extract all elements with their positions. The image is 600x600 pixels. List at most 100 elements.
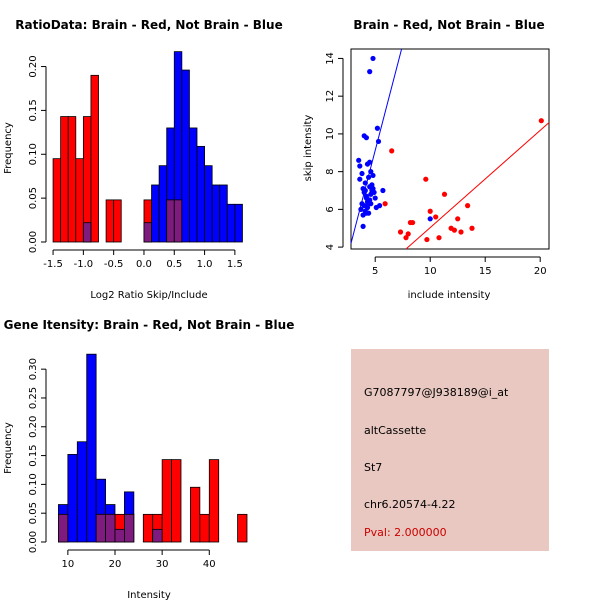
- intensity-x-tick-label: 10: [61, 559, 74, 570]
- ratio-bar-not-brain: [151, 184, 160, 243]
- scatter-point-brain: [410, 219, 416, 226]
- ratio-bar-overlap: [82, 222, 92, 243]
- ratio-bar-overlap: [173, 199, 183, 243]
- scatter-point-not-brain: [367, 69, 373, 75]
- scatter-point-brain: [397, 229, 404, 235]
- ratio-histogram-xlabel: Log2 Ratio Skip/Include: [90, 290, 207, 301]
- ratio-bar-brain: [52, 158, 62, 243]
- scatter-point-not-brain: [363, 210, 369, 216]
- intensity-bar-overlap: [124, 513, 135, 543]
- scatter-x-tick-label: 5: [372, 266, 378, 277]
- scatter-point-not-brain: [377, 203, 383, 209]
- scatter-point-brain: [433, 214, 439, 220]
- scatter-point-brain: [451, 227, 457, 233]
- intensity-bar-overlap: [58, 513, 69, 543]
- ratio-bar-brain: [113, 199, 122, 243]
- scatter-point-brain: [405, 231, 411, 237]
- genomic-location: chr6.20574-4.22: [364, 498, 456, 511]
- scatter-point-not-brain: [366, 174, 372, 180]
- scatter-x-tick-label: 20: [534, 266, 547, 277]
- intensity-bar-overlap: [95, 513, 106, 543]
- scatter-y-tick-label: 12: [325, 90, 336, 103]
- scatter-point-not-brain: [362, 180, 368, 186]
- scatter-panel: Brain - Red, Not Brain - Blue include in…: [303, 18, 550, 301]
- scatter-point-not-brain: [364, 161, 371, 167]
- intensity-bar-brain: [142, 513, 154, 543]
- scatter-point-not-brain: [427, 216, 433, 222]
- ratio-bar-brain: [67, 116, 77, 243]
- ratio-x-tick-label: 1.0: [197, 259, 213, 270]
- scatter-x-tick-label: 10: [424, 266, 437, 277]
- ratio-y-tick-label: 0.20: [28, 55, 39, 77]
- ratio-bar-not-brain: [196, 145, 205, 243]
- scatter-point-brain: [538, 118, 544, 124]
- ratio-bar-brain: [90, 74, 99, 243]
- scatter-y-tick-label: 6: [325, 206, 336, 212]
- p-value: Pval: 2.000000: [364, 526, 447, 539]
- scatter-xlabel: include intensity: [408, 290, 491, 301]
- scatter-title: Brain - Red, Not Brain - Blue: [353, 18, 544, 32]
- ratio-y-tick-label: 0.15: [28, 99, 39, 121]
- scatter-point-not-brain: [363, 193, 369, 199]
- scatter-point-not-brain: [357, 176, 363, 182]
- intensity-bar-overlap: [105, 513, 116, 543]
- ratio-bar-brain: [75, 158, 84, 243]
- ratio-bar-not-brain: [189, 127, 198, 243]
- ratio-bar-overlap: [166, 199, 175, 243]
- scatter-fit-line-not-brain: [350, 48, 403, 244]
- intensity-y-tick-label: 0.10: [28, 473, 39, 495]
- ratio-x-tick-label: 0.5: [166, 259, 182, 270]
- scatter-y-tick-label: 8: [325, 168, 336, 174]
- scatter-point-brain: [469, 225, 475, 231]
- ratio-bar-overlap: [143, 222, 152, 243]
- scatter-point-brain: [423, 176, 429, 182]
- ratio-bar-not-brain: [219, 184, 228, 243]
- intensity-y-tick-label: 0.15: [28, 444, 39, 466]
- ratio-x-tick-label: 1.5: [227, 259, 243, 270]
- ratio-x-tick-label: 0.0: [136, 259, 152, 270]
- scatter-point-not-brain: [363, 135, 369, 141]
- scatter-point-brain: [403, 235, 409, 241]
- intensity-bar-not-brain: [105, 504, 116, 515]
- scatter-point-not-brain: [367, 197, 373, 203]
- scatter-point-brain: [427, 208, 433, 214]
- intensity-bar-brain: [190, 486, 201, 543]
- scatter-point-not-brain: [368, 169, 374, 175]
- intensity-histogram-ylabel: Frequency: [3, 422, 14, 474]
- scatter-point-not-brain: [361, 203, 367, 209]
- scatter-point-not-brain: [370, 55, 376, 62]
- scatter-x-tick-label: 15: [479, 266, 492, 277]
- intensity-x-tick-label: 40: [203, 559, 216, 570]
- intensity-bar-not-brain: [86, 353, 97, 543]
- scatter-point-not-brain: [360, 223, 366, 229]
- scatter-plot-box: [350, 48, 550, 250]
- scatter-point-brain: [382, 201, 388, 207]
- ratio-x-tick-label: -1.0: [74, 259, 94, 270]
- scatter-point-brain: [389, 148, 395, 154]
- intensity-histogram-panel: Gene Itensity: Brain - Red, Not Brain - …: [3, 318, 294, 600]
- ratio-bar-not-brain: [211, 184, 221, 243]
- intensity-y-tick-label: 0.00: [28, 531, 39, 553]
- ratio-y-tick-label: 0.00: [28, 231, 39, 253]
- ratio-bar-not-brain: [226, 203, 236, 243]
- scatter-point-brain: [436, 235, 442, 241]
- scatter-point-brain: [465, 203, 471, 209]
- scatter-point-not-brain: [368, 191, 374, 197]
- scatter-y-tick-label: 4: [325, 244, 336, 250]
- intensity-bar-brain: [208, 459, 220, 543]
- ratio-bar-not-brain: [166, 127, 175, 201]
- scatter-point-brain: [441, 191, 448, 197]
- intensity-bar-brain: [199, 513, 210, 543]
- ratio-bar-not-brain: [181, 69, 190, 243]
- ratio-bar-brain: [105, 199, 115, 243]
- intensity-bar-not-brain: [67, 454, 78, 543]
- ratio-histogram-panel: RatioData: Brain - Red, Not Brain - Blue…: [3, 18, 283, 301]
- intensity-x-tick-label: 30: [156, 559, 169, 570]
- gene-name: St7: [364, 461, 383, 474]
- scatter-point-not-brain: [380, 187, 386, 194]
- intensity-x-tick-label: 20: [109, 559, 122, 570]
- ratio-y-tick-label: 0.10: [28, 143, 39, 165]
- intensity-histogram-xlabel: Intensity: [127, 590, 171, 600]
